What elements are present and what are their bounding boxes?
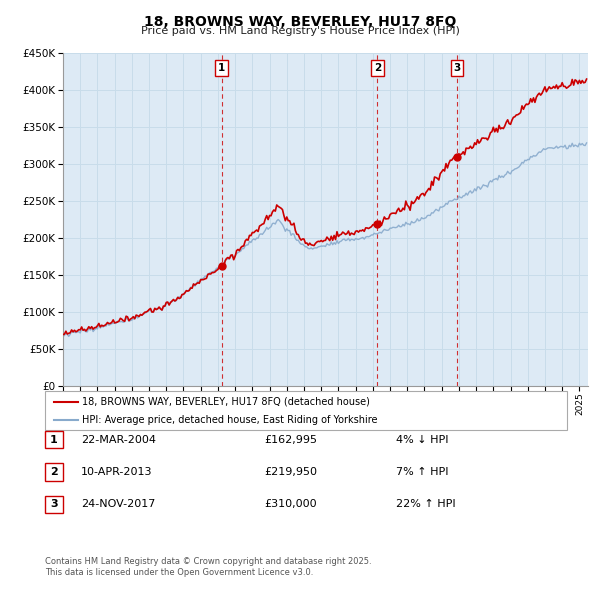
Text: 3: 3 <box>50 500 58 509</box>
Text: 18, BROWNS WAY, BEVERLEY, HU17 8FQ (detached house): 18, BROWNS WAY, BEVERLEY, HU17 8FQ (deta… <box>82 397 370 407</box>
Text: 2: 2 <box>50 467 58 477</box>
Text: £310,000: £310,000 <box>264 500 317 509</box>
Text: This data is licensed under the Open Government Licence v3.0.: This data is licensed under the Open Gov… <box>45 568 313 577</box>
Text: 1: 1 <box>50 435 58 444</box>
Text: 22-MAR-2004: 22-MAR-2004 <box>81 435 156 444</box>
Text: 24-NOV-2017: 24-NOV-2017 <box>81 500 155 509</box>
Text: 10-APR-2013: 10-APR-2013 <box>81 467 152 477</box>
Text: 7% ↑ HPI: 7% ↑ HPI <box>396 467 449 477</box>
Text: HPI: Average price, detached house, East Riding of Yorkshire: HPI: Average price, detached house, East… <box>82 415 378 425</box>
Text: 2: 2 <box>374 63 381 73</box>
Text: 4% ↓ HPI: 4% ↓ HPI <box>396 435 449 444</box>
Text: Price paid vs. HM Land Registry's House Price Index (HPI): Price paid vs. HM Land Registry's House … <box>140 26 460 36</box>
Text: £219,950: £219,950 <box>264 467 317 477</box>
Text: 3: 3 <box>454 63 461 73</box>
Text: £162,995: £162,995 <box>264 435 317 444</box>
Text: 22% ↑ HPI: 22% ↑ HPI <box>396 500 455 509</box>
Text: 18, BROWNS WAY, BEVERLEY, HU17 8FQ: 18, BROWNS WAY, BEVERLEY, HU17 8FQ <box>144 15 456 29</box>
Text: Contains HM Land Registry data © Crown copyright and database right 2025.: Contains HM Land Registry data © Crown c… <box>45 558 371 566</box>
Text: 1: 1 <box>218 63 226 73</box>
